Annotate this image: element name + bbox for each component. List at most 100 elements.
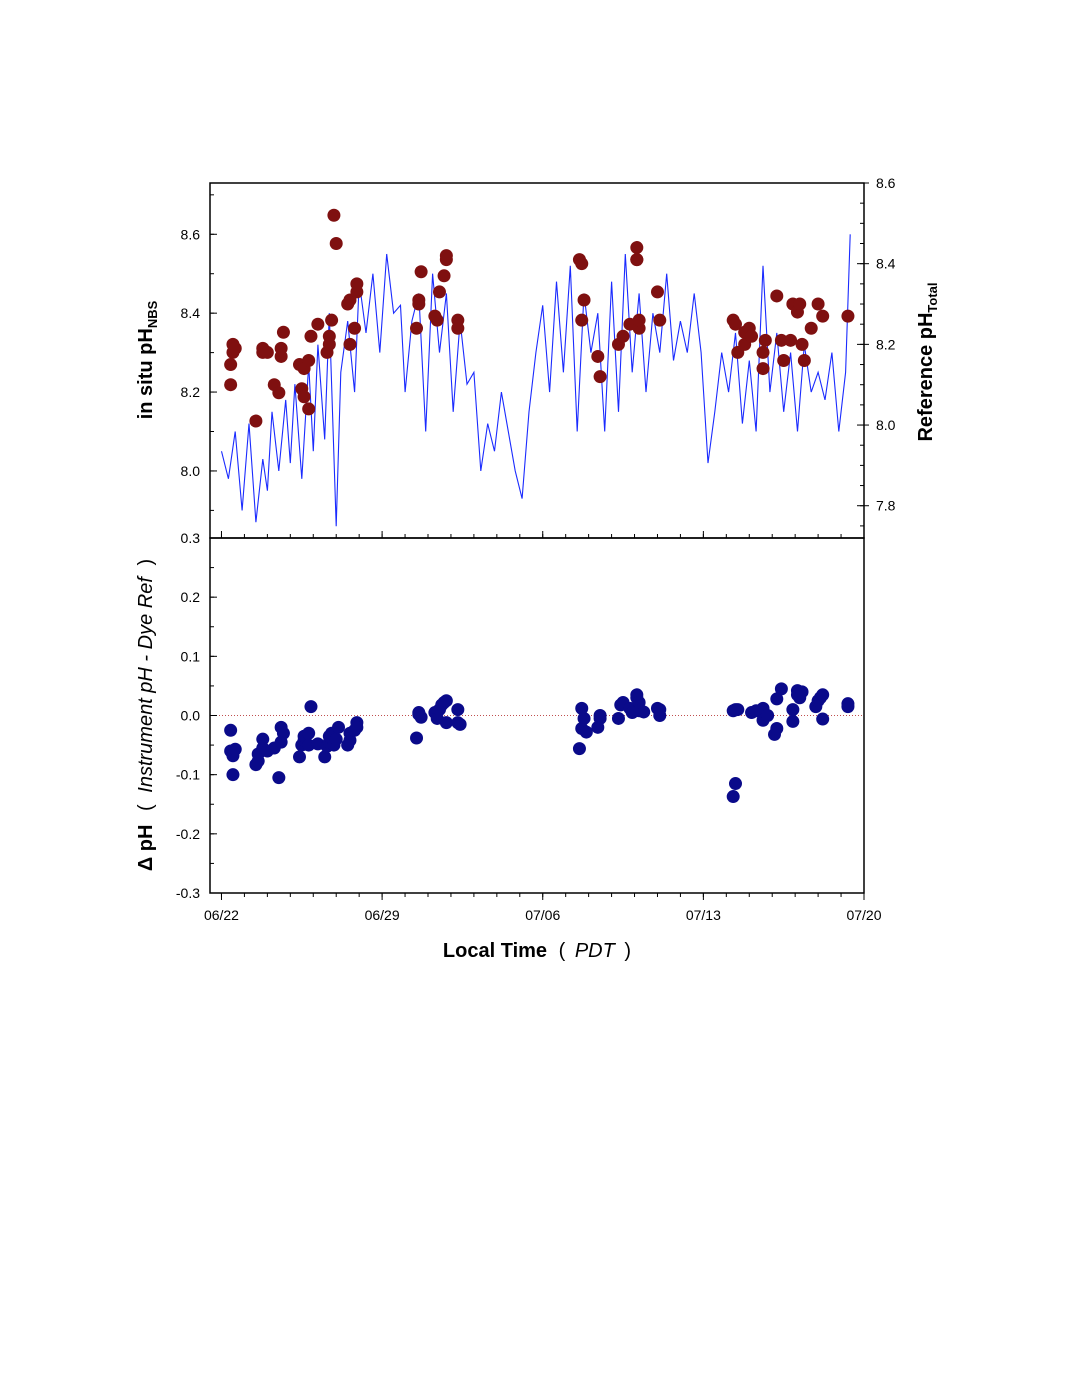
delta-ph-point [226,768,240,782]
top-right-ylabel-sub: Total [925,282,940,312]
delta-ph-point [761,709,775,722]
delta-ph-point [770,722,784,736]
x-axis-label-main: Local Time [443,940,547,962]
delta-ph-point [350,720,364,734]
reference-ph-point [343,337,357,351]
bottom-ylabel-close: ) [135,559,157,566]
delta-ph-point [410,731,424,745]
reference-ph-point [414,265,428,279]
bottom-tick-label: 0.2 [181,589,201,605]
reference-ph-point [728,317,742,331]
reference-ph-point [630,241,644,255]
bottom-ylabel-prefix: Δ pH [135,825,157,872]
top-right-tick-label: 7.8 [876,498,896,514]
reference-ph-point [795,337,809,351]
top-right-tick-label: 8.6 [876,175,896,191]
reference-ph-point [632,313,646,327]
reference-ph-point [272,386,286,400]
reference-ph-point [804,321,818,335]
delta-ph-point [439,716,453,730]
delta-ph-point [841,700,855,714]
delta-ph-point [786,714,800,728]
x-tick-label: 06/29 [365,907,400,923]
reference-ph-point [439,249,453,263]
delta-ph-point [579,725,593,739]
reference-ph-point [816,309,830,323]
reference-ph-point [770,289,784,303]
reference-ph-point [302,354,316,367]
delta-ph-point [774,682,788,696]
top-plot-area [220,208,855,527]
reference-ph-point [249,414,263,428]
reference-ph-point [841,309,855,323]
reference-ph-point [653,313,667,327]
reference-ph-point [228,341,242,355]
reference-ph-point [745,329,759,343]
top-right-tick-label: 8.4 [876,256,896,272]
reference-ph-point [325,313,339,327]
bottom-plot-area [210,682,864,804]
delta-ph-point [439,694,453,708]
reference-ph-point [797,354,811,367]
top-right-ylabel-main: Reference pH [915,313,937,442]
reference-ph-point [276,325,290,339]
top-left-tick-label: 8.2 [181,384,201,400]
bottom-tick-label: 0.1 [181,648,201,664]
axes-ticks: 8.0 8.2 8.4 8.6 7.8 8.0 8.2 8.4 8.6 -0.3 -0.2 -0.1 0… [176,175,896,923]
top-left-ylabel-main: in situ pH [135,328,157,419]
bottom-tick-label: 0.0 [181,708,201,724]
delta-ph-point [224,723,238,737]
reference-ph-point [322,337,336,351]
reference-ph-point [302,402,316,416]
top-left-ylabel: in situ pHNBS [135,300,160,419]
bottom-ylabel-italic: Instrument pH - Dye Ref [135,575,157,793]
delta-ph-point [637,705,651,719]
delta-ph-point [228,742,242,756]
delta-ph-point [572,742,586,756]
x-tick-label: 07/20 [846,907,881,923]
reference-ph-point [260,345,274,359]
delta-ph-point [276,726,290,740]
delta-ph-point [653,703,667,717]
reference-ph-point [451,321,465,335]
x-axis-label-close: ) [624,940,631,962]
top-left-tick-label: 8.4 [181,305,201,321]
reference-ph-point [777,354,791,367]
reference-ph-point [224,378,238,392]
reference-ph-point [784,333,798,347]
reference-ph-point [432,285,446,299]
x-tick-label: 06/22 [204,907,239,923]
delta-ph-point [577,711,591,725]
reference-ph-point [297,390,311,404]
reference-ph-point [575,313,589,327]
top-left-tick-label: 8.6 [181,226,201,242]
reference-ph-point [327,208,341,222]
bottom-ylabel: Δ pH ( Instrument pH - Dye Ref ) [135,559,157,871]
delta-ph-point [318,750,332,764]
reference-ph-point [811,297,825,311]
delta-ph-point [451,703,465,717]
delta-ph-point [770,692,784,706]
reference-ph-point [593,370,607,384]
reference-ph-point [793,297,807,311]
top-left-tick-label: 8.0 [181,463,201,479]
reference-ph-point [348,321,362,335]
delta-ph-point [611,711,625,725]
x-axis-label-italic: PDT [575,940,617,962]
top-right-tick-label: 8.0 [876,417,896,433]
top-right-ylabel: Reference pHTotal [915,282,940,441]
delta-ph-point [795,685,809,699]
reference-ph-point [350,277,364,291]
delta-ph-point [728,777,742,791]
reference-ph-point [616,329,630,343]
delta-ph-point [726,790,740,804]
delta-ph-point [329,732,343,746]
delta-ph-point [292,750,306,764]
top-right-tick-label: 8.2 [876,336,896,352]
delta-ph-point [272,771,286,785]
bottom-tick-label: -0.3 [176,885,200,901]
bottom-ylabel-open: ( [135,804,157,811]
delta-ph-point [786,703,800,717]
reference-ph-point [650,285,664,299]
reference-ph-point [575,257,589,271]
